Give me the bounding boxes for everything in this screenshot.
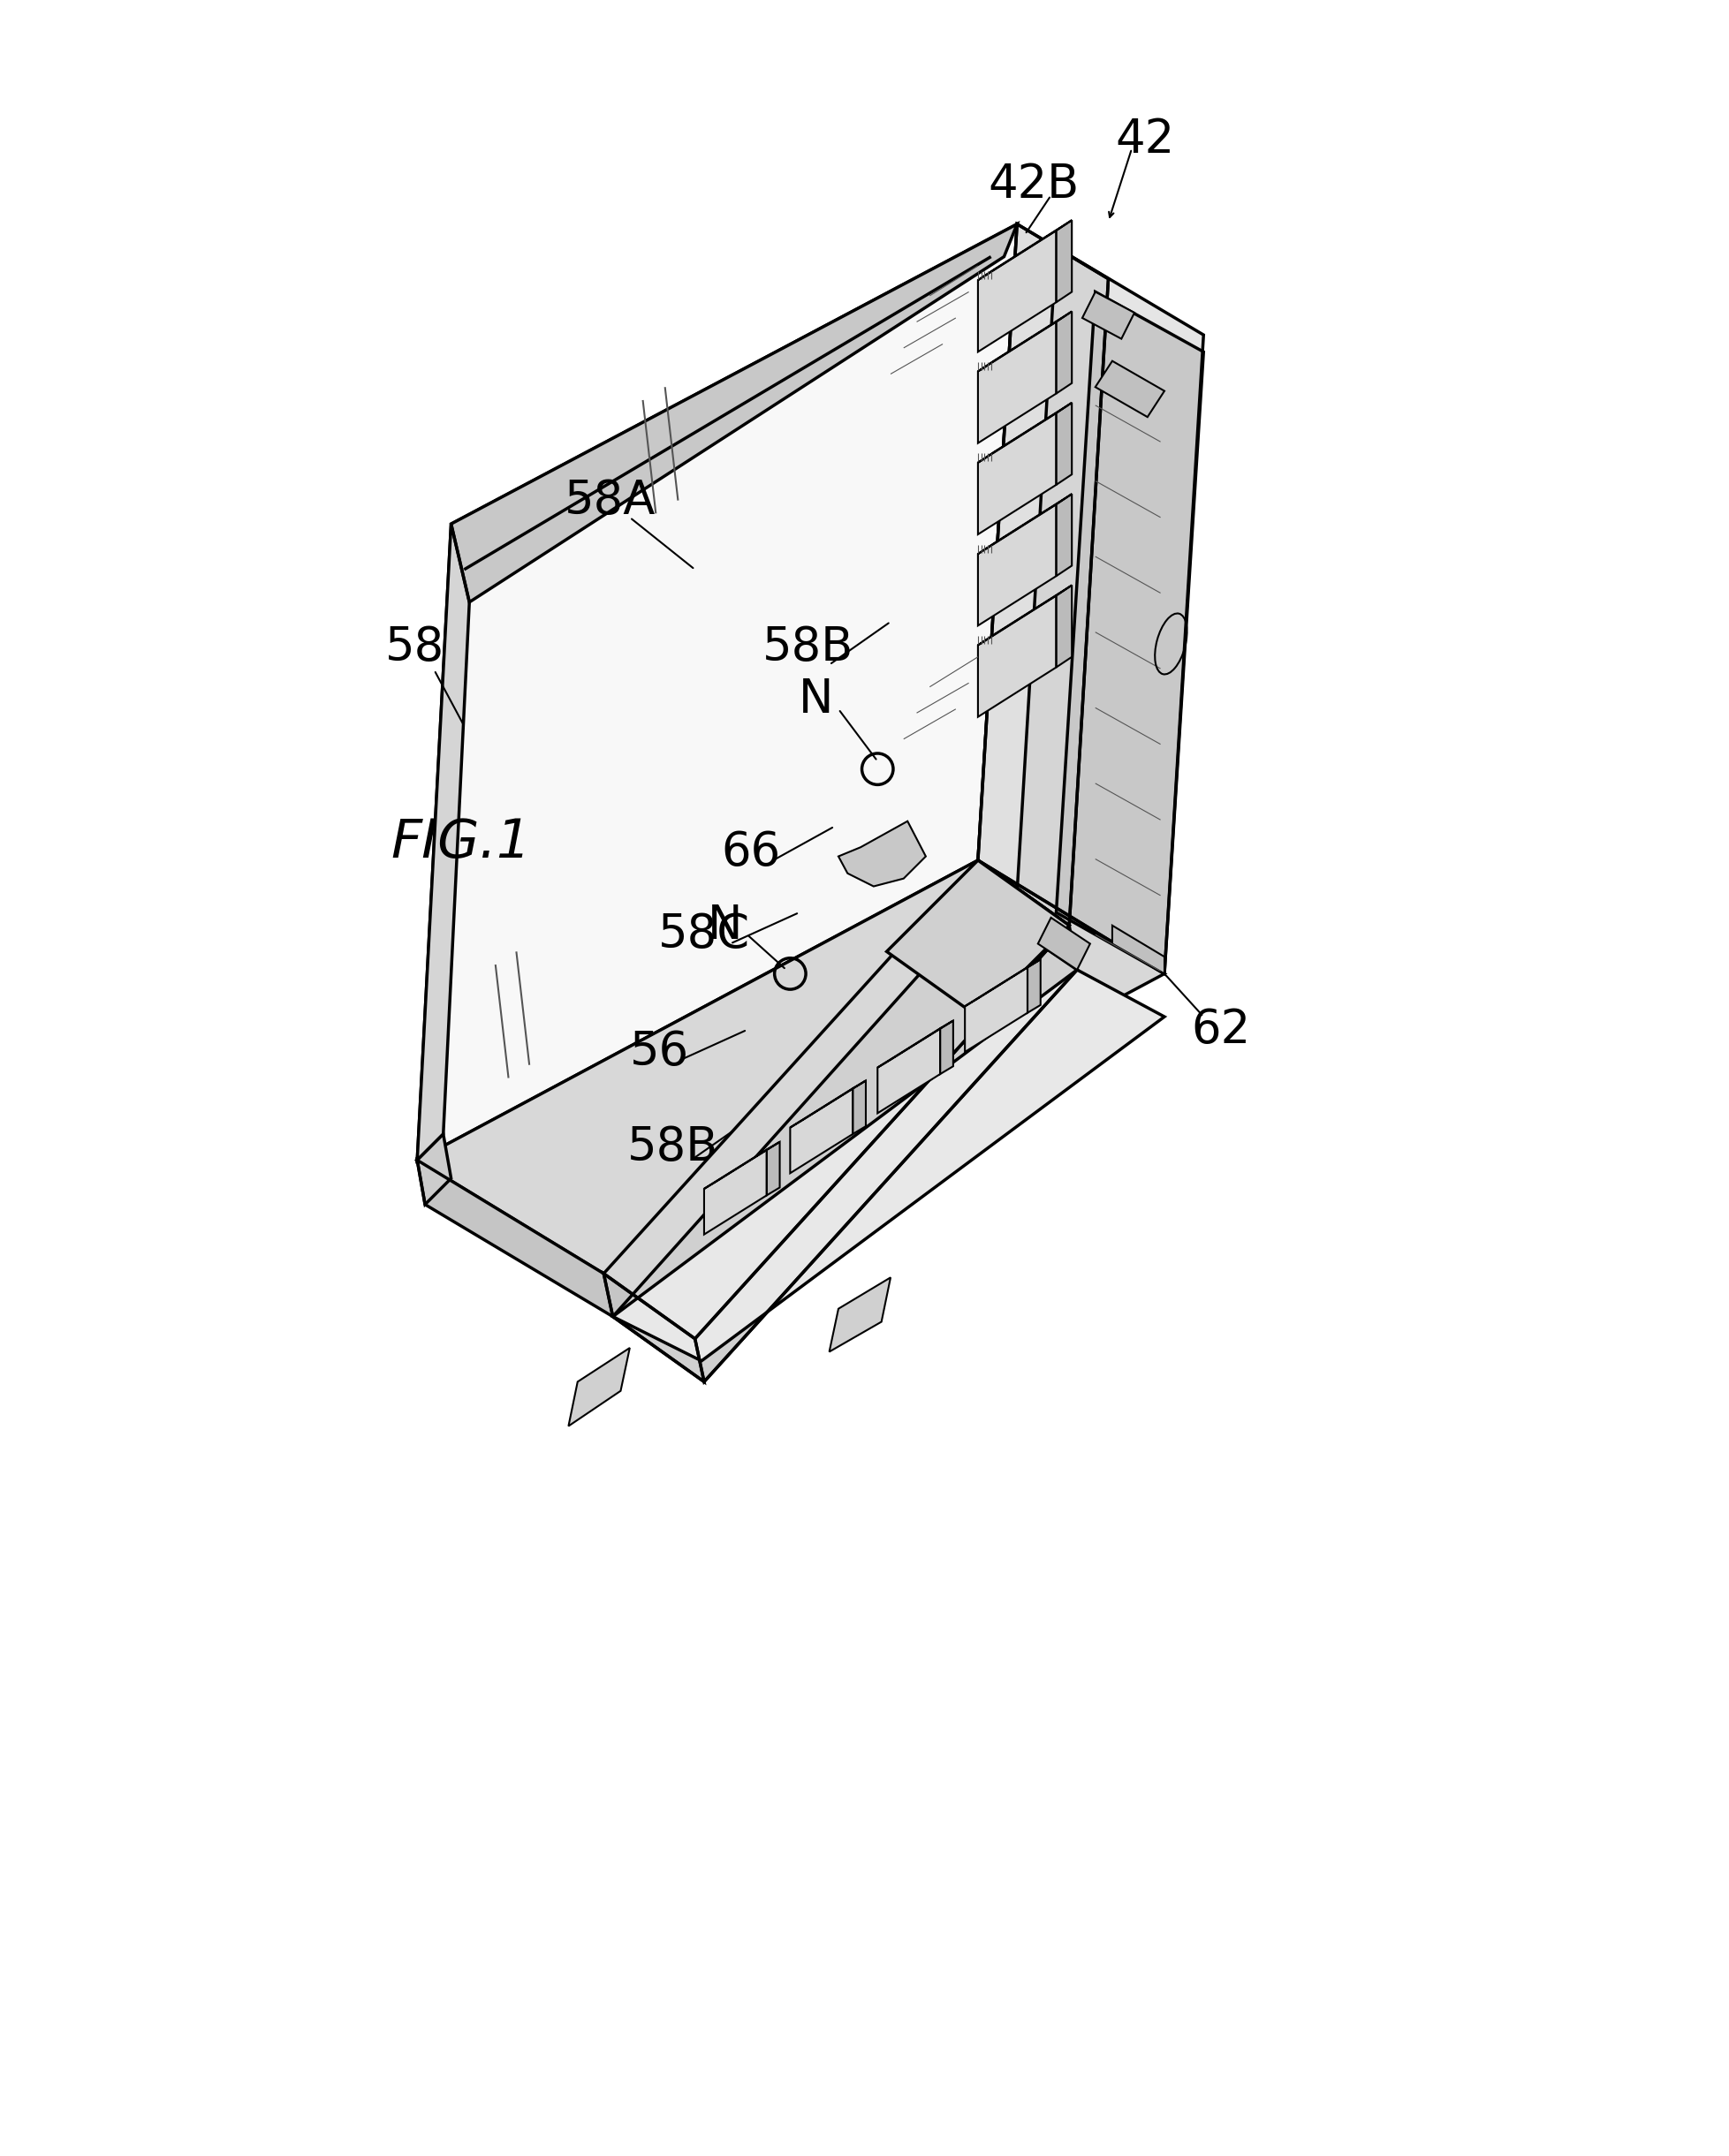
Text: 42: 42 bbox=[1115, 116, 1174, 162]
Polygon shape bbox=[839, 821, 925, 886]
Polygon shape bbox=[979, 321, 1056, 444]
Text: N: N bbox=[799, 677, 833, 722]
Polygon shape bbox=[790, 1089, 852, 1173]
Polygon shape bbox=[612, 906, 1077, 1382]
Polygon shape bbox=[979, 231, 1056, 351]
Polygon shape bbox=[1056, 403, 1072, 485]
Polygon shape bbox=[1056, 220, 1072, 302]
Polygon shape bbox=[852, 1080, 866, 1134]
Polygon shape bbox=[417, 1160, 612, 1317]
Polygon shape bbox=[965, 959, 1041, 1007]
Polygon shape bbox=[979, 224, 1203, 975]
Text: 58: 58 bbox=[386, 625, 444, 671]
Polygon shape bbox=[417, 524, 469, 1160]
Polygon shape bbox=[790, 1080, 866, 1128]
Polygon shape bbox=[979, 505, 1056, 625]
Polygon shape bbox=[1027, 959, 1041, 1013]
Polygon shape bbox=[417, 1134, 451, 1205]
Text: FIG.1: FIG.1 bbox=[391, 817, 531, 869]
Polygon shape bbox=[1056, 494, 1072, 576]
Text: 58C: 58C bbox=[659, 912, 750, 957]
Polygon shape bbox=[979, 310, 1072, 371]
Polygon shape bbox=[704, 1149, 766, 1235]
Polygon shape bbox=[603, 860, 1069, 1339]
Polygon shape bbox=[878, 1020, 953, 1067]
Polygon shape bbox=[1017, 248, 1108, 925]
Text: 58A: 58A bbox=[565, 476, 655, 524]
Polygon shape bbox=[451, 224, 1017, 602]
Polygon shape bbox=[941, 1020, 953, 1074]
Text: 62: 62 bbox=[1191, 1007, 1250, 1052]
Polygon shape bbox=[766, 1143, 780, 1194]
Polygon shape bbox=[695, 925, 1077, 1382]
Polygon shape bbox=[1056, 584, 1072, 668]
Text: 58B: 58B bbox=[762, 625, 854, 671]
Text: 66: 66 bbox=[721, 830, 782, 875]
Polygon shape bbox=[417, 860, 1164, 1274]
Polygon shape bbox=[612, 970, 1164, 1360]
Text: 42B: 42B bbox=[989, 162, 1079, 207]
Polygon shape bbox=[979, 224, 1108, 925]
Text: N: N bbox=[707, 903, 742, 949]
Polygon shape bbox=[1037, 918, 1089, 970]
Polygon shape bbox=[1094, 360, 1164, 416]
Polygon shape bbox=[979, 403, 1072, 464]
Polygon shape bbox=[830, 1279, 890, 1352]
Polygon shape bbox=[979, 584, 1072, 645]
Polygon shape bbox=[878, 1028, 941, 1112]
Polygon shape bbox=[603, 1274, 704, 1382]
Polygon shape bbox=[887, 860, 1069, 1018]
Polygon shape bbox=[704, 1143, 780, 1188]
Polygon shape bbox=[1082, 291, 1134, 338]
Polygon shape bbox=[979, 595, 1056, 718]
Polygon shape bbox=[979, 414, 1056, 535]
Polygon shape bbox=[965, 968, 1027, 1052]
Polygon shape bbox=[1112, 925, 1164, 975]
Polygon shape bbox=[1056, 291, 1203, 975]
Polygon shape bbox=[1056, 310, 1072, 395]
Text: 56: 56 bbox=[629, 1028, 690, 1076]
Polygon shape bbox=[979, 220, 1072, 280]
Polygon shape bbox=[979, 494, 1072, 554]
Text: 58B: 58B bbox=[628, 1123, 719, 1171]
Polygon shape bbox=[569, 1348, 629, 1425]
Polygon shape bbox=[417, 224, 1017, 1160]
